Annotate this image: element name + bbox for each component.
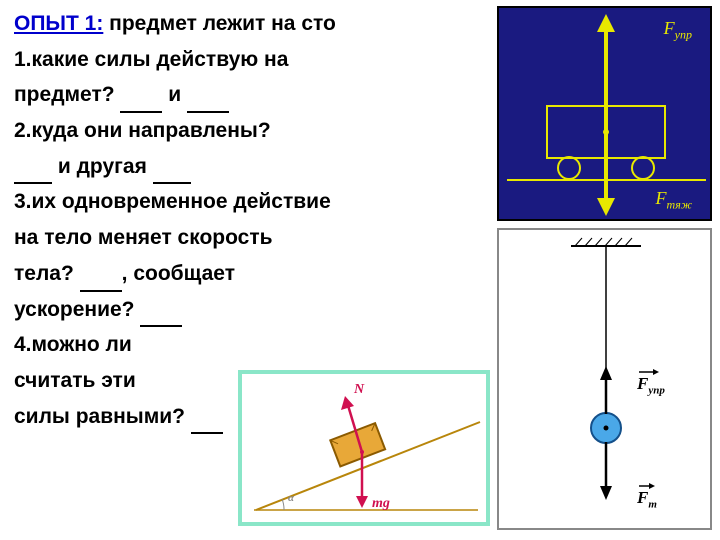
title-rest: предмет лежит на сто <box>103 12 336 35</box>
ball-center <box>604 426 609 431</box>
wheel-right <box>632 157 654 179</box>
arrow-mg-head <box>356 496 368 508</box>
blank <box>140 325 182 327</box>
title-label: ОПЫТ 1: <box>14 12 103 35</box>
q3-line1: 3.их одновременное действие <box>14 184 494 220</box>
arrow-ft-head <box>600 486 612 500</box>
label-alpha: α <box>288 492 294 504</box>
arrow-up-head <box>597 14 615 32</box>
line-title: ОПЫТ 1: предмет лежит на сто <box>14 6 494 42</box>
label-f-upr-2: Fупр <box>637 374 665 396</box>
arrow-N-head <box>341 396 354 410</box>
label-f-t: Fт <box>637 488 657 510</box>
diagram2-svg <box>499 230 714 532</box>
q3-line3: тела? , сообщает <box>14 256 494 292</box>
angle-arc <box>282 499 284 510</box>
q2-line2: и другая <box>14 149 494 185</box>
block <box>330 423 385 466</box>
diagram-pendulum-forces: Fупр Fт <box>497 228 712 530</box>
hatch <box>625 238 632 246</box>
q2-line1: 2.куда они направлены? <box>14 113 494 149</box>
diagram-incline-forces: N mg α <box>238 370 490 526</box>
blank <box>191 432 223 434</box>
label-N: N <box>354 382 364 398</box>
hatch <box>605 238 612 246</box>
label-f-tyazh: Fтяж <box>655 188 692 212</box>
arrow-down-head <box>597 198 615 216</box>
label-mg: mg <box>372 496 390 512</box>
q4-line1: 4.можно ли <box>14 327 494 363</box>
q3-line4: ускорение? <box>14 292 494 328</box>
arrow-fupr-head <box>600 366 612 380</box>
hatch <box>595 238 602 246</box>
hatch <box>575 238 582 246</box>
q1-line1: 1.какие силы действую на <box>14 42 494 78</box>
q3-line2: на тело меняет скорость <box>14 220 494 256</box>
hatch <box>585 238 592 246</box>
label-f-upr: Fупр <box>664 18 692 42</box>
q1-line2: предмет? и <box>14 77 494 113</box>
block-group <box>330 423 385 466</box>
diagram-cart-forces: Fупр Fтяж <box>497 6 712 221</box>
wheel-left <box>558 157 580 179</box>
hatch <box>615 238 622 246</box>
